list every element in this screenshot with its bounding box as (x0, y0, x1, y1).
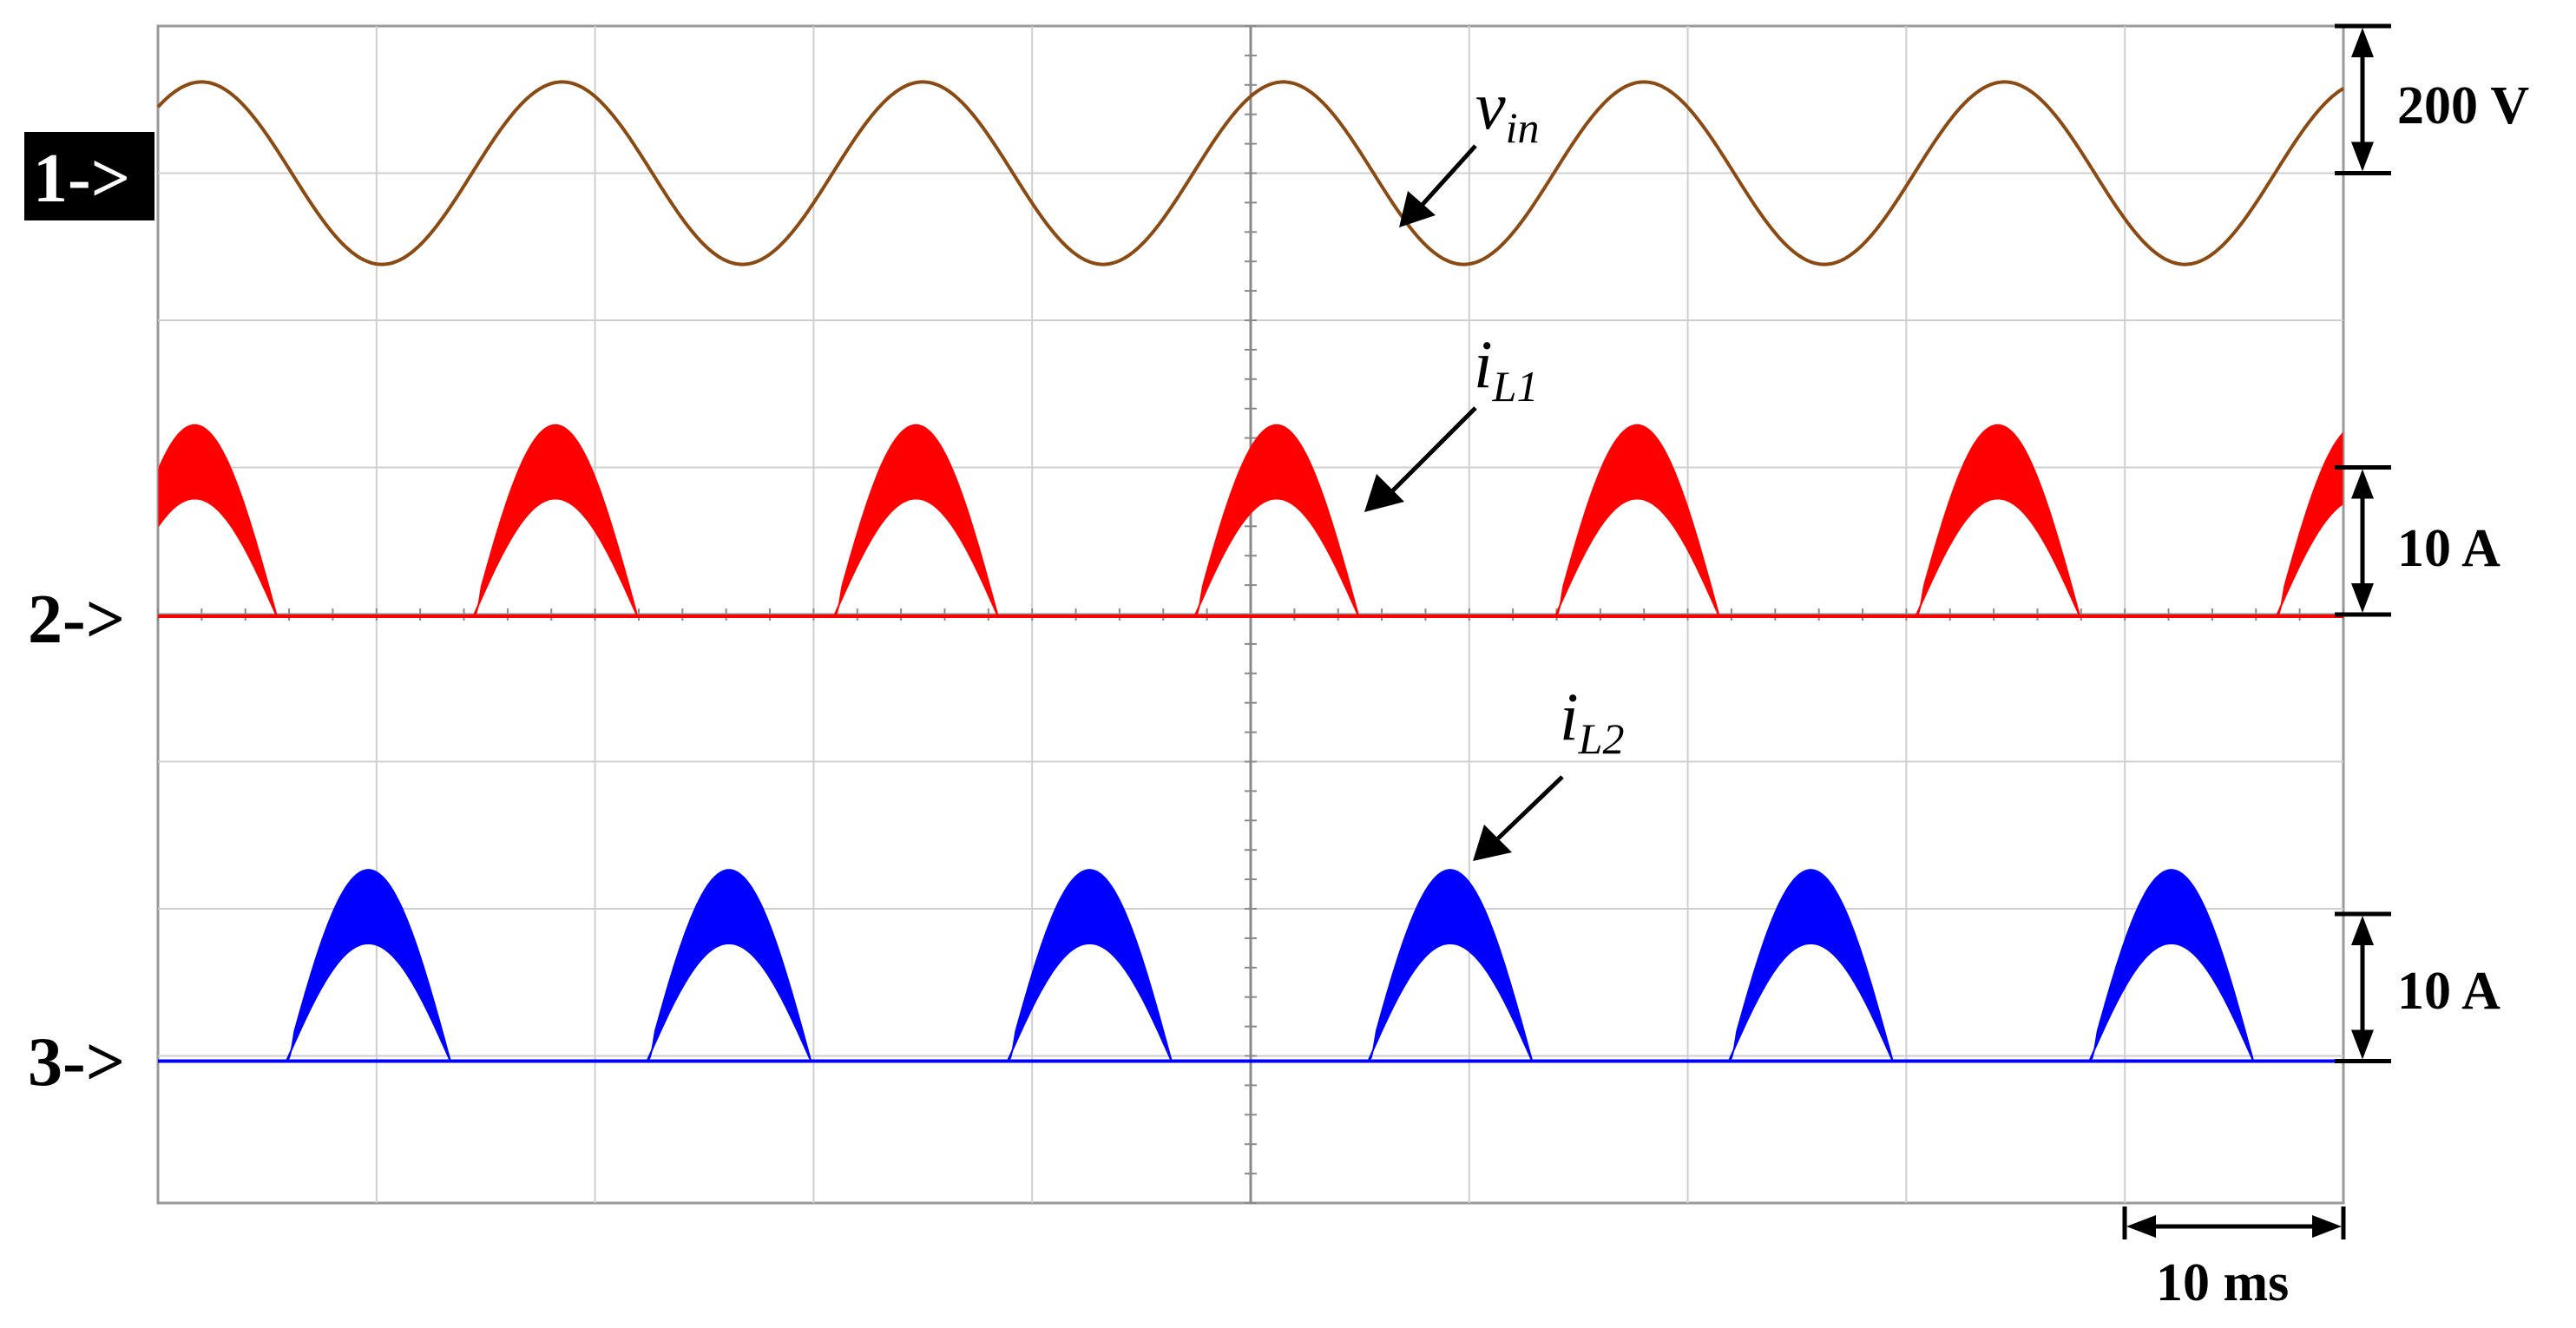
il1-pulse (832, 424, 999, 617)
ch1-scale-arrow-up (2351, 28, 2374, 57)
ch1-scale-arrow-down (2351, 141, 2374, 172)
ch2-scale-arrow-down (2351, 583, 2374, 613)
svg-text:1->: 1-> (33, 141, 130, 217)
il2-annotation: iL2 (1473, 679, 1624, 861)
svg-text:vin: vin (1475, 68, 1540, 152)
il1-pulse (158, 424, 278, 617)
ch3-scale-label: 10 A (2397, 962, 2500, 1021)
ch1-scale-label: 200 V (2397, 76, 2529, 135)
ch3-scale-arrow-up (2351, 916, 2374, 945)
il2-pulse (646, 869, 812, 1062)
channel-3-marker: 3-> (28, 1024, 125, 1101)
scale-indicators (2335, 23, 2391, 1063)
vin-annotation: vin (1399, 68, 1540, 227)
il2-pulse (1727, 869, 1894, 1062)
il1-annotation: iL1 (1364, 326, 1538, 512)
il1-pulse (1193, 424, 1360, 617)
svg-text:iL2: iL2 (1560, 679, 1624, 763)
il1-pulse (472, 424, 639, 617)
vin-trace (156, 80, 2345, 266)
channel-2-marker: 2-> (28, 582, 125, 658)
ch2-scale-arrow-up (2351, 469, 2374, 499)
time-scale-label: 10 ms (2156, 1253, 2289, 1312)
il1-pulse (1554, 424, 1720, 617)
il2-pulse (1006, 869, 1173, 1062)
il2-pulse (1367, 869, 1534, 1062)
time-scale-indicator (2122, 1206, 2346, 1239)
il1-pulse (2275, 431, 2343, 617)
waveforms (156, 80, 2345, 1063)
ch2-scale-label: 10 A (2397, 519, 2500, 578)
channel-1-marker: 1-> (24, 132, 154, 220)
svg-text:iL1: iL1 (1474, 326, 1538, 411)
il2-pulse (286, 869, 451, 1062)
ch3-scale-arrow-down (2351, 1029, 2374, 1060)
il2-pulse (2088, 869, 2255, 1062)
il1-pulse (1915, 424, 2081, 617)
